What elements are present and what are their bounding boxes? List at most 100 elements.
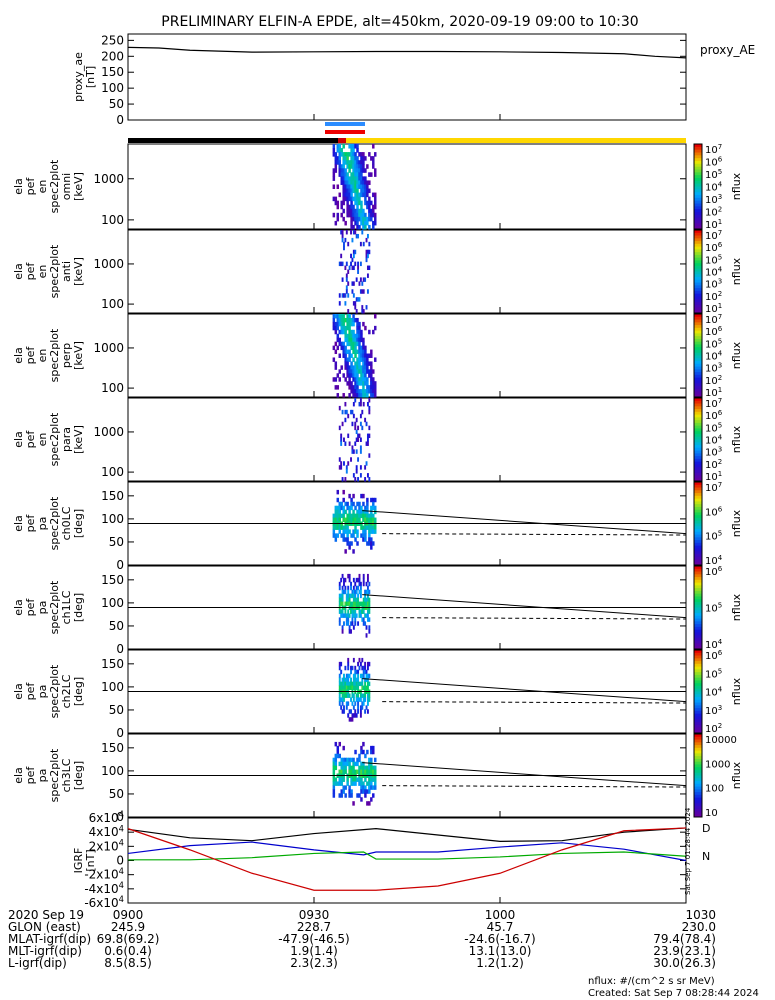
spectrogram-cell bbox=[351, 421, 354, 427]
spectrogram-cell bbox=[366, 505, 369, 511]
spectrogram-cell bbox=[350, 196, 353, 202]
spectrogram-cell bbox=[355, 677, 358, 683]
spectrogram-cell bbox=[362, 337, 365, 343]
spectrogram-cell bbox=[366, 685, 369, 691]
spectrogram-cell bbox=[365, 677, 368, 683]
colorbar-segment bbox=[694, 803, 702, 807]
colorbar-segment bbox=[694, 290, 702, 295]
tick-base: 10 bbox=[705, 651, 718, 662]
spectrogram-cell bbox=[351, 281, 354, 286]
spectrogram-cell bbox=[368, 681, 371, 687]
colorbar-segment bbox=[694, 553, 702, 558]
spectrogram-cell bbox=[347, 693, 350, 698]
spectrogram-cell bbox=[344, 693, 347, 698]
spectrogram-cell bbox=[340, 613, 343, 618]
spectrogram-cell bbox=[366, 204, 369, 210]
spectrogram-cell bbox=[338, 377, 341, 382]
colorbar-segment bbox=[694, 149, 702, 153]
spectrogram-cell bbox=[362, 321, 365, 327]
spectrogram-cell bbox=[352, 693, 355, 698]
spectrogram-cell bbox=[344, 785, 347, 790]
spectrogram-cell bbox=[352, 493, 355, 499]
spectrogram-cell bbox=[336, 333, 340, 339]
colorbar-segment bbox=[694, 341, 702, 345]
y-axis-label-line: ela bbox=[12, 347, 25, 364]
spectrogram-cell bbox=[372, 329, 375, 335]
colorbar-segment bbox=[694, 186, 702, 190]
spectrogram-cell bbox=[354, 581, 357, 587]
spectrogram-cell bbox=[372, 208, 375, 214]
spectrogram-cell bbox=[344, 180, 347, 185]
spectrogram-cell bbox=[338, 665, 341, 671]
spectrogram-cell bbox=[362, 357, 365, 362]
colorbar-segment bbox=[694, 209, 702, 213]
spectrogram-cell bbox=[347, 309, 350, 314]
spectrogram-cell bbox=[352, 249, 355, 255]
colorbar-segment bbox=[694, 808, 702, 812]
colorbar-segment bbox=[694, 206, 702, 210]
colorbar-segment bbox=[694, 349, 702, 354]
tick-base: 10 bbox=[705, 483, 718, 494]
spectrogram-cell bbox=[342, 525, 345, 530]
colorbar-segment bbox=[694, 596, 702, 600]
tick-base: 10 bbox=[705, 436, 718, 447]
spectrogram-cell bbox=[361, 609, 364, 614]
tick-exponent: 5 bbox=[718, 337, 722, 345]
colorbar-segment bbox=[694, 453, 702, 457]
spectrogram-cell bbox=[358, 601, 361, 607]
spectrogram-cell bbox=[374, 192, 377, 198]
colorbar-segment bbox=[694, 299, 702, 303]
spectrogram-cell bbox=[341, 609, 344, 614]
spectrogram-cell bbox=[372, 204, 375, 210]
spectrogram-cell bbox=[350, 212, 353, 218]
tick-base: 10 bbox=[705, 315, 718, 326]
colorbar-frame bbox=[693, 229, 703, 314]
spectrogram-cell bbox=[372, 220, 375, 226]
spectrogram-cell bbox=[348, 349, 351, 355]
spectrogram-cell bbox=[350, 541, 353, 546]
spectrogram-cell bbox=[368, 589, 371, 595]
spectrogram-cell bbox=[340, 200, 343, 206]
spectrogram-cell bbox=[350, 261, 352, 267]
spectrogram-cell bbox=[356, 757, 359, 763]
spectrogram-cell bbox=[374, 152, 377, 157]
tick-exponent: 3 bbox=[718, 704, 722, 712]
spectrogram-cell bbox=[359, 473, 362, 478]
y-axis-label-line: en bbox=[36, 180, 49, 194]
spectrogram-cell bbox=[366, 357, 369, 362]
spectrogram-cell bbox=[352, 224, 355, 230]
spectrogram-cell bbox=[352, 180, 355, 185]
spectrogram-cell bbox=[345, 597, 348, 603]
spectrogram-cell bbox=[341, 421, 344, 427]
spectrogram-cell bbox=[332, 144, 336, 149]
spectrogram-cell bbox=[366, 433, 369, 439]
spectrogram-cell bbox=[356, 385, 359, 390]
spectrogram-cell bbox=[340, 681, 343, 687]
tick-base: 10 bbox=[705, 724, 718, 735]
spectrogram-cell bbox=[354, 192, 357, 198]
spectrogram-cell bbox=[343, 241, 345, 247]
spectrogram-cell bbox=[358, 337, 361, 343]
spectrogram-cell bbox=[372, 505, 375, 511]
spectrogram-cell bbox=[360, 349, 363, 355]
spectrogram-cell bbox=[348, 164, 351, 169]
spectrogram-cell bbox=[357, 709, 360, 714]
panel-frame bbox=[127, 817, 687, 904]
spectrogram-cell bbox=[370, 369, 373, 374]
spectrogram-cell bbox=[364, 184, 367, 190]
y-axis-label-line: pa bbox=[36, 601, 49, 615]
spectrogram-cell bbox=[338, 144, 341, 149]
spectrogram-cell bbox=[346, 341, 349, 347]
spectrogram-cell bbox=[340, 669, 343, 675]
panel-frame bbox=[127, 313, 687, 398]
spectrogram-cell bbox=[366, 681, 369, 687]
spectrogram-cell bbox=[341, 477, 344, 482]
spectrogram-cell bbox=[354, 249, 357, 255]
y-axis-label-line: ch2LC bbox=[60, 674, 73, 708]
spectrogram-cell bbox=[340, 513, 343, 519]
ephemeris-value: 1.2(1.2) bbox=[476, 956, 524, 970]
tick-exponent: 6 bbox=[718, 565, 723, 573]
colorbar-segment bbox=[694, 223, 702, 227]
colorbar-label: nflux bbox=[730, 509, 743, 537]
y-axis-label-line: [keV] bbox=[72, 425, 85, 454]
